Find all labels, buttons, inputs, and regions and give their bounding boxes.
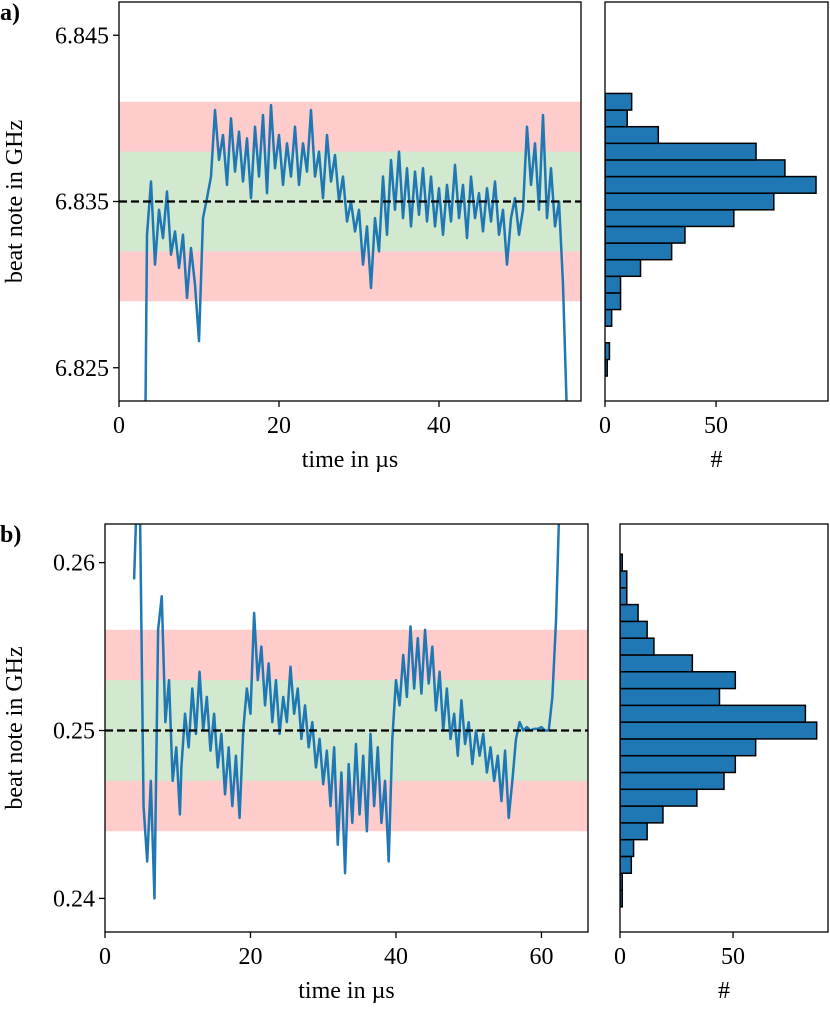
x-tick-label: 60 bbox=[529, 944, 553, 970]
plot-area bbox=[119, 101, 581, 401]
histogram-bar bbox=[620, 788, 698, 807]
x-tick-label: 50 bbox=[704, 413, 728, 439]
histogram-bar bbox=[605, 192, 775, 211]
x-axis-label: # bbox=[711, 447, 723, 473]
histogram-bar bbox=[620, 754, 737, 774]
panel-label: b) bbox=[0, 522, 21, 548]
y-tick-label: 0.26 bbox=[53, 551, 95, 577]
histogram-bar bbox=[605, 275, 622, 294]
histogram-bar bbox=[620, 603, 639, 623]
x-tick-label: 0 bbox=[113, 413, 125, 439]
histogram-bar bbox=[620, 637, 655, 656]
histogram-bar bbox=[620, 704, 807, 723]
y-tick-label: 6.845 bbox=[55, 23, 109, 49]
x-tick-label: 0 bbox=[99, 944, 111, 970]
histogram-bar bbox=[605, 159, 786, 178]
y-tick-label: 6.825 bbox=[55, 356, 109, 382]
histogram-bar bbox=[620, 721, 818, 740]
histogram-bar bbox=[605, 342, 611, 361]
histogram-bar bbox=[620, 570, 628, 589]
histogram-bar bbox=[605, 258, 642, 278]
histogram-bar bbox=[620, 838, 635, 858]
y-tick-label: 0.24 bbox=[53, 886, 95, 912]
histogram-bar bbox=[620, 620, 648, 639]
histogram-bar bbox=[620, 771, 725, 791]
axes-frame bbox=[619, 523, 829, 933]
x-tick-label: 40 bbox=[427, 413, 451, 439]
x-tick-label: 50 bbox=[721, 944, 745, 970]
histogram-bar bbox=[620, 587, 628, 606]
x-tick-label: 0 bbox=[614, 944, 626, 970]
panel-label: a) bbox=[0, 0, 20, 26]
histogram-bar bbox=[620, 671, 737, 690]
x-tick-label: 0 bbox=[599, 413, 611, 439]
x-tick-label: 20 bbox=[238, 944, 262, 970]
y-axis-label: beat note in GHz bbox=[2, 646, 28, 809]
histogram-bar bbox=[605, 109, 628, 128]
histogram-bar bbox=[605, 125, 660, 145]
line-series bbox=[132, 524, 561, 900]
y-axis-label: beat note in GHz bbox=[2, 120, 28, 283]
histogram-bar bbox=[620, 805, 664, 824]
x-axis-label: time in µs bbox=[302, 447, 399, 473]
histogram-bar bbox=[620, 738, 757, 757]
histogram-bar bbox=[605, 308, 613, 327]
histogram-bar bbox=[605, 209, 735, 228]
x-axis-label: time in µs bbox=[298, 978, 395, 1004]
histogram-bar bbox=[620, 654, 694, 673]
histogram-bar bbox=[605, 142, 757, 161]
plot-area bbox=[605, 92, 817, 377]
histogram-bar bbox=[620, 553, 624, 572]
x-tick-label: 40 bbox=[384, 944, 408, 970]
histogram-bar bbox=[605, 292, 622, 311]
x-axis-label: # bbox=[718, 978, 730, 1004]
plot-area bbox=[105, 524, 588, 900]
histogram-bar bbox=[620, 855, 633, 874]
histogram-bar bbox=[605, 225, 686, 244]
line-series bbox=[144, 103, 568, 401]
histogram-bar bbox=[620, 687, 721, 707]
plot-area bbox=[620, 553, 818, 908]
histogram-bar bbox=[605, 175, 817, 194]
histogram-bar bbox=[620, 822, 648, 841]
axes-frame bbox=[104, 523, 589, 933]
x-tick-label: 20 bbox=[267, 413, 291, 439]
y-tick-label: 0.25 bbox=[53, 719, 95, 745]
histogram-bar bbox=[605, 242, 673, 261]
histogram-bar bbox=[605, 92, 633, 111]
y-tick-label: 6.835 bbox=[55, 190, 109, 216]
